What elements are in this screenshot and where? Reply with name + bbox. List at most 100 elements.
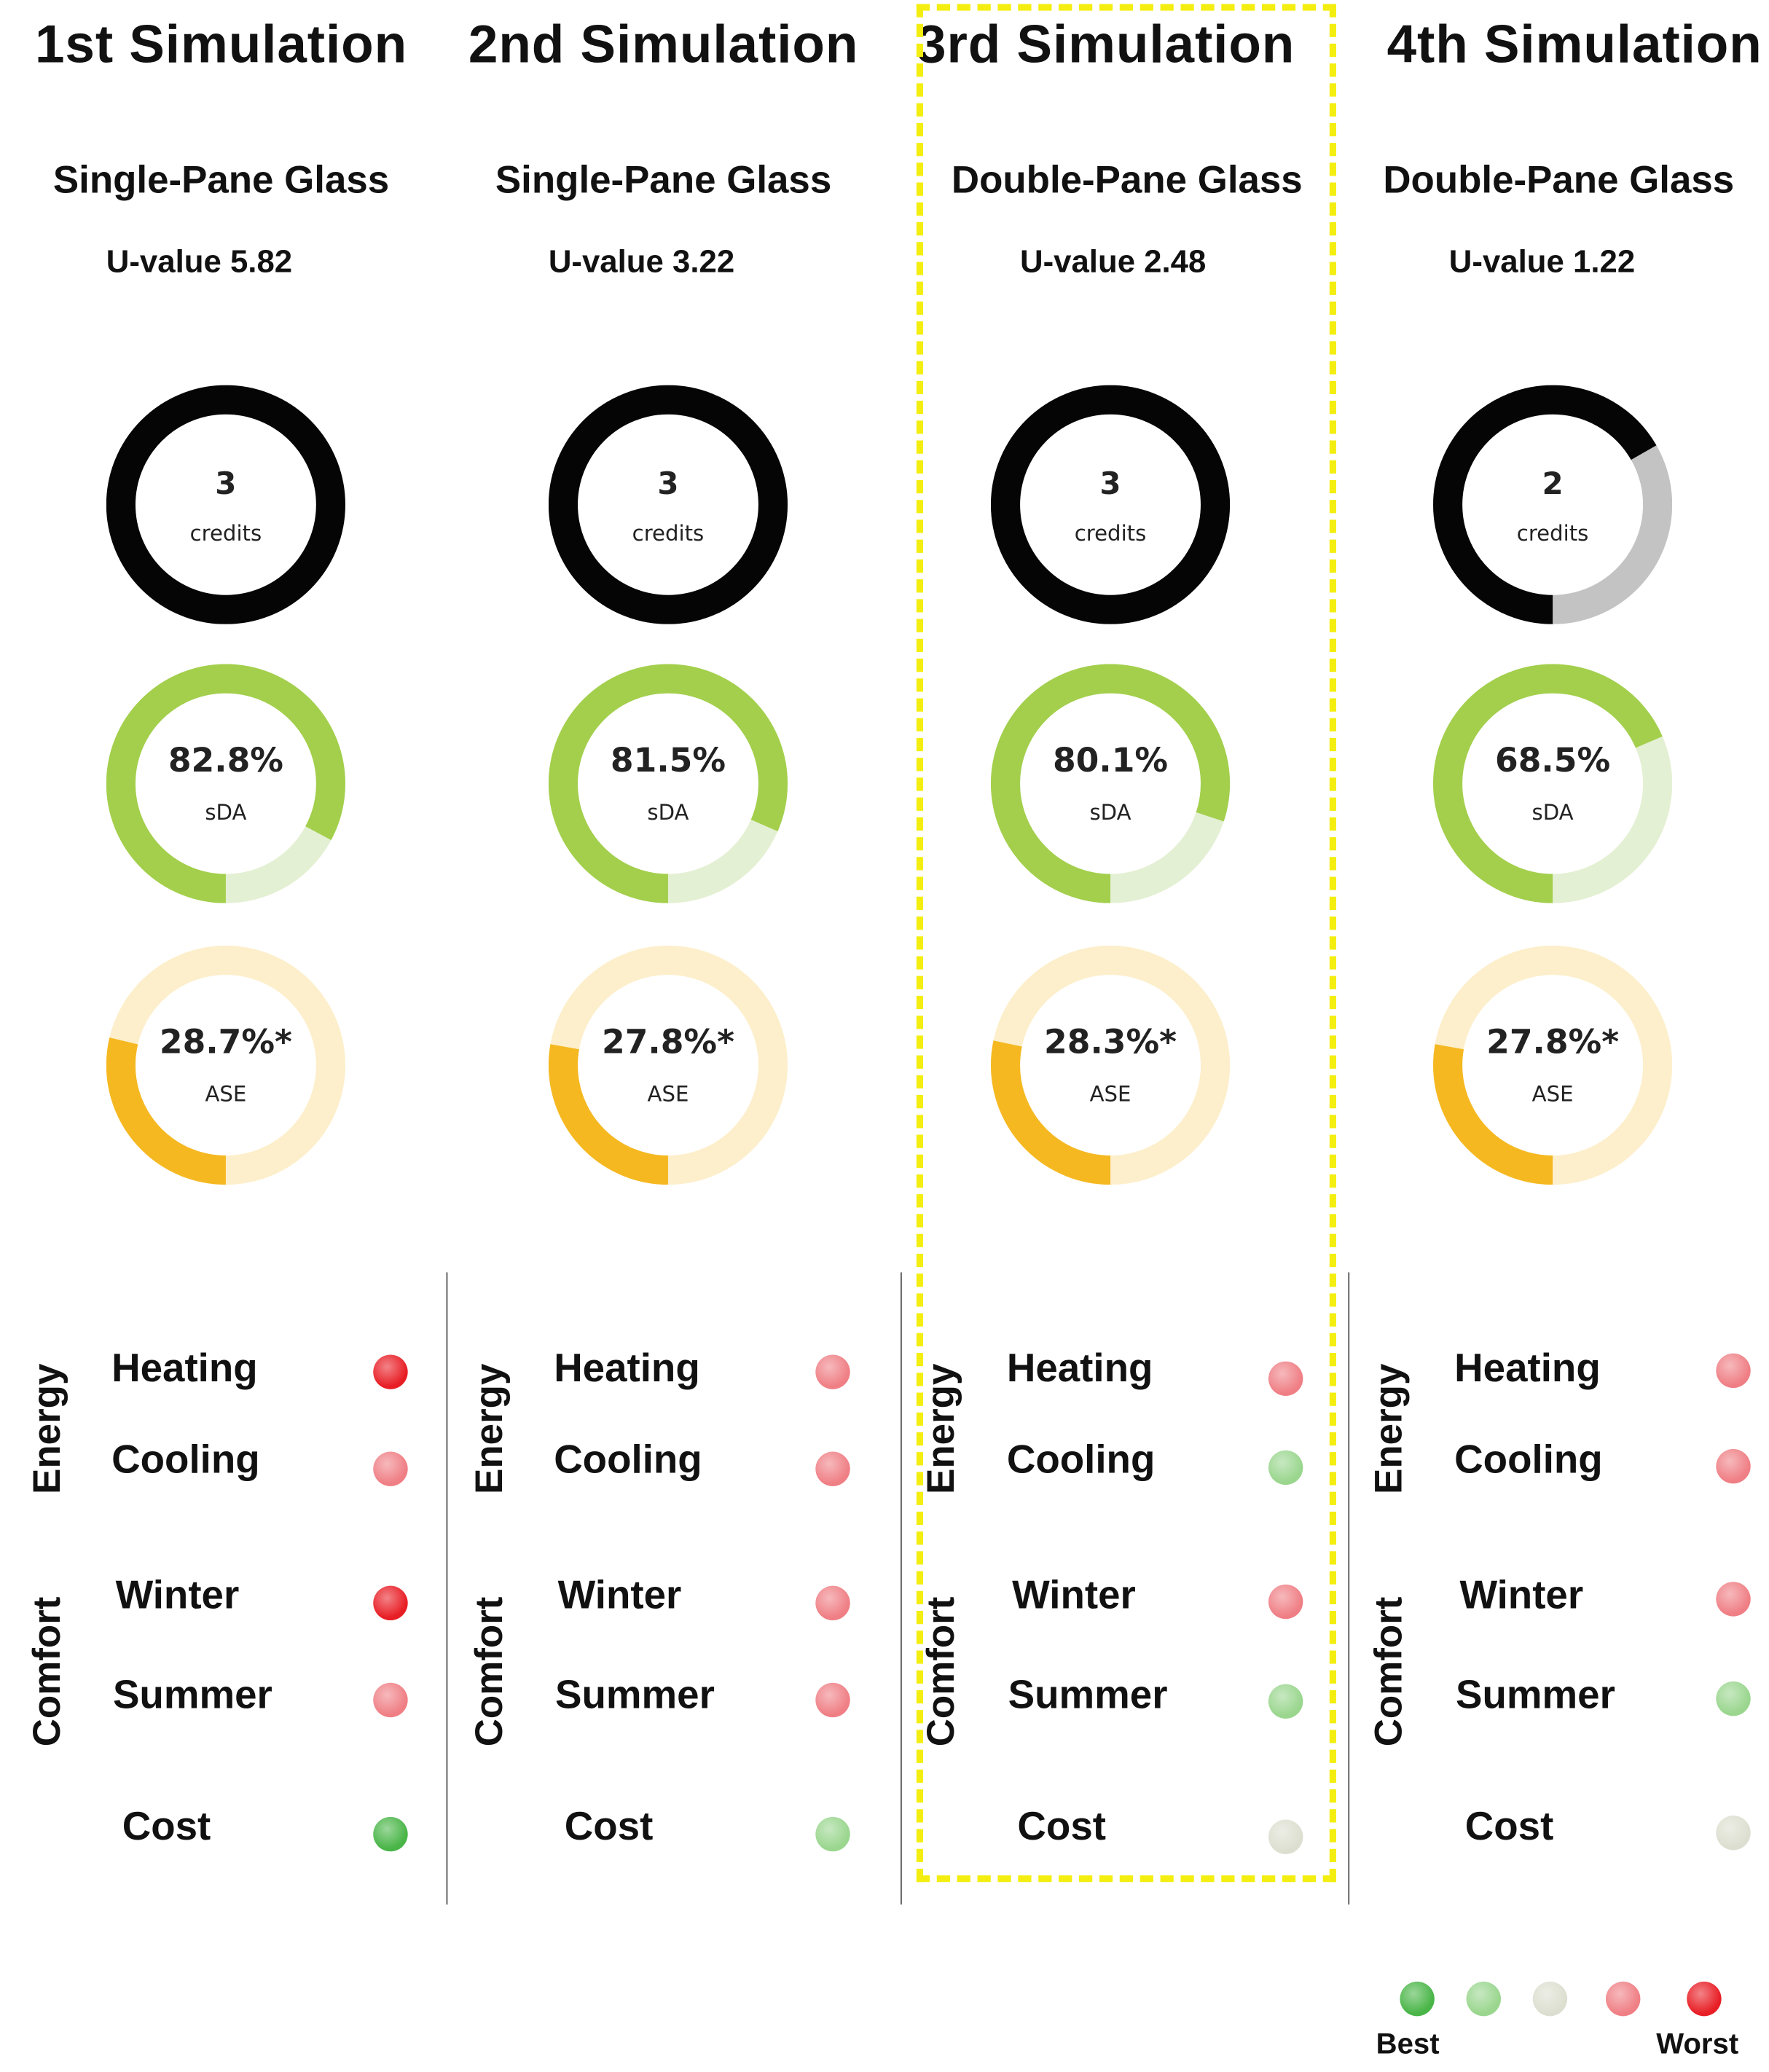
u-value: U-value 3.22	[548, 244, 735, 280]
cooling-label: Cooling	[1006, 1438, 1156, 1483]
glass-type: Double-Pane Glass	[1383, 159, 1735, 203]
sda-label: sDA	[1531, 799, 1574, 825]
ase-value: 27.8%*	[601, 1022, 734, 1061]
glass-type: Single-Pane Glass	[52, 159, 390, 203]
credits-ring-progress	[106, 385, 345, 624]
sda-ring-graphic	[106, 664, 345, 903]
ase-value: 28.7%*	[159, 1022, 292, 1061]
credits-ring-progress	[990, 385, 1231, 624]
credits-ring: 3 credits	[548, 385, 788, 624]
credits-value: 3	[215, 467, 237, 503]
simulation-title: 3rd Simulation	[917, 15, 1295, 75]
ase-label: ASE	[647, 1080, 689, 1107]
heating-rating-dot	[373, 1354, 408, 1389]
energy-group-label: Energy	[26, 1363, 69, 1494]
cost-rating-dot	[1716, 1816, 1751, 1851]
ase-ring: 27.8%* ASE	[1433, 945, 1673, 1185]
heating-rating-dot	[1268, 1361, 1303, 1396]
simulation-column-2: 2nd Simulation Single-Pane Glass U-value…	[442, 0, 884, 1912]
u-value: U-value 5.82	[106, 244, 293, 280]
cost-rating-dot	[1268, 1819, 1303, 1854]
summer-label: Summer	[1456, 1673, 1615, 1718]
credits-label: credits	[189, 520, 262, 546]
summer-rating-dot	[1268, 1684, 1303, 1719]
ase-ring-progress	[1433, 945, 1673, 1185]
sda-label: sDA	[1089, 799, 1131, 825]
summer-label: Summer	[555, 1673, 715, 1718]
simulation-title: 4th Simulation	[1386, 15, 1762, 75]
heating-label: Heating	[111, 1346, 258, 1391]
credits-value: 3	[1099, 467, 1121, 503]
heating-label: Heating	[1454, 1346, 1601, 1391]
heating-label: Heating	[554, 1346, 700, 1391]
ase-label: ASE	[1089, 1080, 1131, 1107]
credits-ring-graphic	[1433, 385, 1673, 624]
winter-label: Winter	[1012, 1574, 1136, 1618]
cooling-label: Cooling	[554, 1438, 702, 1483]
selected-simulation-highlight	[916, 4, 1336, 1883]
credits-ring-graphic	[990, 385, 1231, 624]
cost-label: Cost	[122, 1805, 211, 1849]
sda-value: 82.8%	[168, 741, 283, 780]
sda-ring-graphic	[548, 664, 788, 903]
credits-ring: 3 credits	[990, 385, 1231, 624]
simulation-title: 2nd Simulation	[468, 15, 859, 75]
comfort-group-label: Comfort	[1368, 1596, 1411, 1747]
ase-label: ASE	[205, 1080, 247, 1107]
cooling-rating-dot	[815, 1451, 850, 1486]
column-divider	[900, 1272, 902, 1905]
sda-ring: 80.1% sDA	[990, 664, 1231, 903]
simulation-column-3: 3rd Simulation Double-Pane Glass U-value…	[884, 0, 1327, 1912]
legend-best-label: Best	[1376, 2026, 1440, 2060]
ase-value: 27.8%*	[1486, 1022, 1620, 1061]
legend-bad-dot	[1606, 1981, 1641, 2017]
summer-label: Summer	[1008, 1673, 1168, 1718]
summer-rating-dot	[815, 1682, 850, 1718]
sda-label: sDA	[647, 799, 689, 825]
credits-ring: 3 credits	[106, 385, 345, 624]
cost-rating-dot	[815, 1816, 850, 1852]
ase-label: ASE	[1531, 1080, 1574, 1107]
sda-ring: 68.5% sDA	[1433, 664, 1673, 903]
credits-label: credits	[632, 520, 705, 546]
sda-ring-progress	[1433, 664, 1673, 903]
credits-ring-graphic	[548, 385, 788, 624]
cost-label: Cost	[1017, 1805, 1106, 1849]
sda-value: 80.1%	[1052, 741, 1169, 780]
credits-ring: 2 credits	[1433, 385, 1673, 624]
u-value: U-value 1.22	[1448, 244, 1636, 280]
winter-label: Winter	[115, 1574, 240, 1618]
ase-ring-graphic	[990, 945, 1231, 1185]
heating-rating-dot	[815, 1354, 850, 1389]
summer-label: Summer	[112, 1673, 272, 1718]
energy-group-label: Energy	[1368, 1363, 1411, 1494]
winter-label: Winter	[557, 1574, 682, 1618]
u-value: U-value 2.48	[1019, 244, 1207, 280]
cooling-rating-dot	[1268, 1450, 1303, 1486]
legend-good-dot	[1466, 1981, 1501, 2017]
ase-ring: 28.3%* ASE	[990, 945, 1231, 1185]
simulation-title: 1st Simulation	[34, 15, 408, 75]
simulation-column-4: 4th Simulation Double-Pane Glass U-value…	[1327, 0, 1769, 1912]
legend-best-dot	[1400, 1981, 1435, 2017]
cost-label: Cost	[564, 1805, 654, 1849]
legend-worst-label: Worst	[1656, 2026, 1739, 2060]
sda-value: 68.5%	[1495, 741, 1611, 780]
winter-rating-dot	[373, 1585, 408, 1621]
winter-rating-dot	[1716, 1582, 1751, 1617]
cooling-label: Cooling	[1454, 1438, 1603, 1483]
credits-ring-graphic	[106, 385, 345, 624]
cooling-label: Cooling	[111, 1438, 260, 1483]
sda-ring-graphic	[990, 664, 1231, 903]
simulation-column-1: 1st Simulation Single-Pane Glass U-value…	[0, 0, 442, 1912]
ase-value: 28.3%*	[1044, 1022, 1177, 1061]
cost-rating-dot	[373, 1816, 408, 1852]
sda-value: 81.5%	[610, 741, 726, 780]
sda-label: sDA	[205, 799, 247, 825]
comfort-group-label: Comfort	[26, 1596, 69, 1747]
credits-label: credits	[1074, 520, 1147, 546]
heating-label: Heating	[1006, 1346, 1153, 1391]
ase-ring-graphic	[548, 945, 788, 1185]
column-divider	[1348, 1272, 1350, 1905]
credits-label: credits	[1516, 520, 1589, 546]
